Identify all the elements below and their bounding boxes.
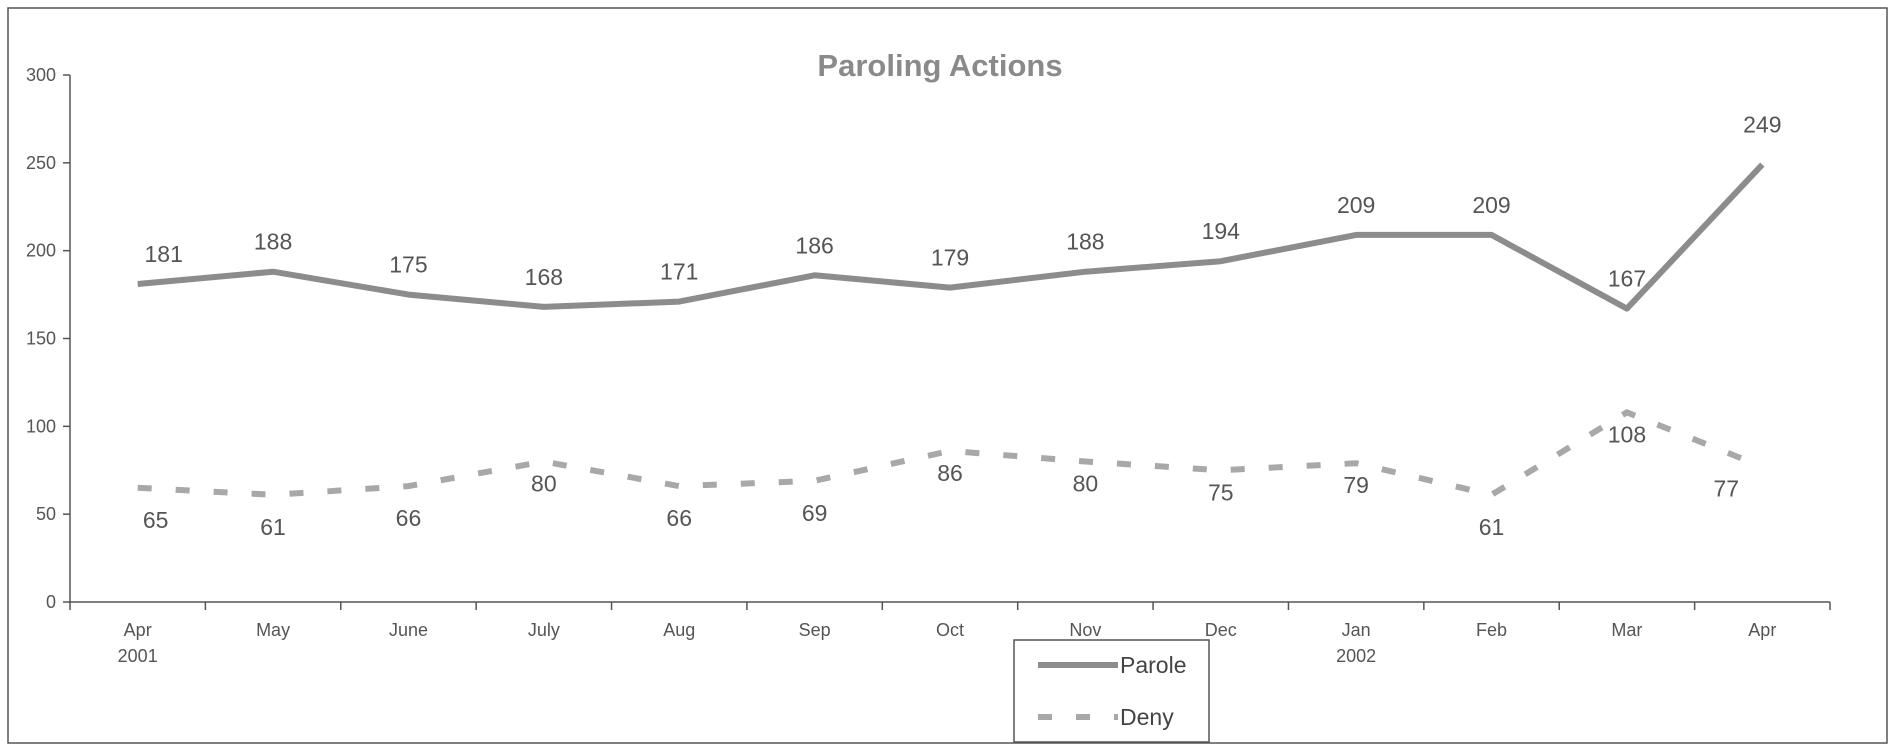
x-tick-label: Aug xyxy=(663,620,695,640)
data-label-deny: 79 xyxy=(1343,472,1369,498)
data-label-parole: 194 xyxy=(1202,218,1241,244)
x-tick-label: Apr xyxy=(1748,620,1776,640)
x-tick-label: Sep xyxy=(799,620,831,640)
legend-label-parole: Parole xyxy=(1120,652,1186,678)
y-tick-label: 300 xyxy=(26,65,56,85)
data-label-parole: 181 xyxy=(145,241,183,267)
y-tick-label: 250 xyxy=(26,153,56,173)
chart-frame xyxy=(7,7,1888,744)
data-label-deny: 80 xyxy=(1073,470,1099,496)
data-label-deny: 108 xyxy=(1608,421,1646,447)
x-tick-label: July xyxy=(528,620,560,640)
x-tick-label: Jan xyxy=(1342,620,1371,640)
data-label-parole: 249 xyxy=(1743,112,1781,138)
data-label-parole: 188 xyxy=(1066,229,1104,255)
x-tick-label: June xyxy=(389,620,428,640)
data-label-parole: 168 xyxy=(525,264,563,290)
y-tick-label: 0 xyxy=(46,592,56,612)
x-tick-sublabel: 2002 xyxy=(1336,646,1376,666)
data-label-deny: 61 xyxy=(260,514,286,540)
x-tick-label: Nov xyxy=(1069,620,1101,640)
x-tick-label: Apr xyxy=(124,620,152,640)
series-lines xyxy=(137,162,1765,498)
data-label-parole: 209 xyxy=(1472,192,1510,218)
y-tick-label: 50 xyxy=(36,504,56,524)
legend-box xyxy=(1013,639,1210,743)
data-label-deny: 66 xyxy=(396,505,422,531)
legend: Parole Deny xyxy=(1013,639,1210,743)
x-tick-sublabel: 2001 xyxy=(118,646,158,666)
data-label-deny: 69 xyxy=(802,500,828,526)
data-label-parole: 179 xyxy=(931,245,969,271)
data-label-parole: 175 xyxy=(389,252,427,278)
axes: 0 50 100 150 200 250 300 Apr 2001 May June July Aug S… xyxy=(26,65,1831,666)
data-label-parole: 188 xyxy=(254,229,292,255)
x-tick-label: Feb xyxy=(1476,620,1507,640)
data-label-parole: 186 xyxy=(795,232,833,258)
data-labels: 181 188 175 168 171 186 179 188 194 209 209 167 249 6… xyxy=(143,112,1782,540)
x-tick-label: Dec xyxy=(1205,620,1237,640)
data-label-deny: 65 xyxy=(143,507,169,533)
y-tick-label: 100 xyxy=(26,416,56,436)
data-label-deny: 86 xyxy=(937,460,963,486)
x-tick-label: Oct xyxy=(936,620,964,640)
data-label-parole: 167 xyxy=(1608,266,1646,292)
data-label-deny: 61 xyxy=(1479,514,1505,540)
data-label-parole: 171 xyxy=(660,259,698,285)
data-label-deny: 80 xyxy=(531,470,557,496)
x-tick-label: May xyxy=(256,620,290,640)
data-label-deny: 77 xyxy=(1714,476,1740,502)
legend-label-deny: Deny xyxy=(1120,704,1174,730)
data-label-parole: 209 xyxy=(1337,192,1375,218)
series-line-parole xyxy=(137,162,1765,312)
y-tick-label: 150 xyxy=(26,329,56,349)
data-label-deny: 75 xyxy=(1208,479,1234,505)
y-tick-label: 200 xyxy=(26,241,56,261)
x-tick-label: Mar xyxy=(1611,620,1642,640)
chart-title: Paroling Actions xyxy=(817,48,1062,83)
data-label-deny: 66 xyxy=(666,505,692,531)
series-line-deny xyxy=(137,409,1764,498)
